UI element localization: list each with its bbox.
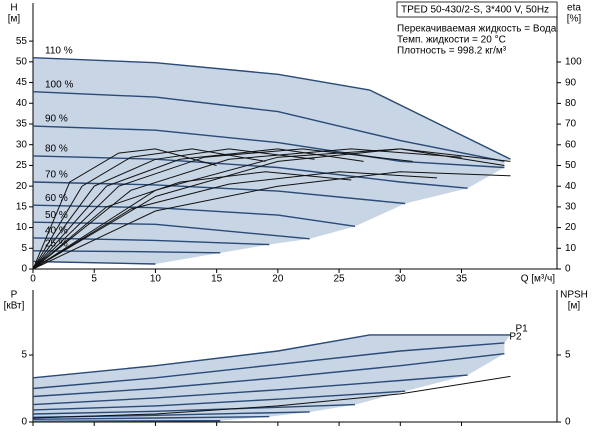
x-tick-label: 0: [30, 274, 36, 285]
curve-label: P2: [509, 332, 522, 343]
y-axis-unit: [м]: [8, 14, 21, 25]
primary-curve: [32, 403, 356, 415]
y2-tick-label: 60: [565, 139, 577, 150]
y2-tick-label: 70: [565, 119, 577, 130]
y2-tick-label: 0: [565, 417, 571, 428]
y-tick-label: 20: [16, 181, 28, 192]
y2-axis-label: eta: [567, 3, 581, 14]
speed-label: 60 %: [45, 193, 68, 204]
primary-curve: [32, 353, 505, 398]
x-tick-label: 20: [272, 274, 284, 285]
speed-label: 70 %: [45, 170, 68, 181]
y2-tick-label: 40: [565, 181, 577, 192]
y-tick-label: 30: [16, 139, 28, 150]
y-tick-label: 10: [16, 222, 28, 233]
x-tick-label: 15: [211, 274, 223, 285]
y2-axis-unit: [м]: [568, 301, 581, 312]
y-tick-label: 45: [16, 77, 28, 88]
speed-label: 100 %: [45, 79, 73, 90]
x-tick-label: 35: [456, 274, 468, 285]
speed-label: 110 %: [45, 45, 73, 56]
secondary-curve: [32, 171, 511, 270]
y-tick-label: 40: [16, 98, 28, 109]
speed-label: 50 %: [45, 210, 68, 221]
y-tick-label: 5: [21, 243, 27, 254]
y-tick-label: 55: [16, 36, 28, 47]
secondary-curve: [32, 148, 511, 270]
primary-curve: [32, 374, 468, 406]
y2-axis-label: NPSH: [560, 290, 588, 301]
y2-tick-label: 50: [565, 160, 577, 171]
y-tick-label: 35: [16, 119, 28, 130]
y-axis-label: P: [11, 290, 18, 301]
y2-tick-label: 100: [565, 57, 582, 68]
speed-label: 80 %: [45, 144, 68, 155]
info-box: [396, 1, 558, 18]
y-tick-label: 0: [21, 264, 27, 275]
secondary-curve: [32, 148, 266, 270]
speed-label: 25 %: [45, 238, 68, 249]
speed-label: 90 %: [45, 114, 68, 125]
annotation: Плотность = 998.2 кг/м³: [397, 46, 507, 57]
secondary-curve: [32, 148, 364, 270]
x-axis-label: Q [м³/ч]: [521, 274, 556, 285]
x-tick-label: 25: [334, 274, 346, 285]
primary-curve: [32, 237, 270, 246]
secondary-curve: [32, 375, 511, 419]
primary-curve: [32, 250, 221, 254]
chart-title: TPED 50-430/2-S, 3*400 V, 50Hz: [401, 5, 549, 16]
primary-curve: [32, 390, 406, 411]
primary-curve: [32, 342, 505, 390]
y-tick-label: 50: [16, 56, 28, 67]
primary-curve: [32, 57, 511, 160]
y2-tick-label: 5: [565, 350, 571, 361]
y-axis-unit: [кВт]: [4, 301, 25, 312]
secondary-curve: [32, 148, 505, 270]
primary-curve: [32, 204, 356, 227]
x-tick-label: 30: [395, 274, 407, 285]
x-tick-label: 5: [91, 274, 97, 285]
speed-label: 40 %: [45, 226, 68, 237]
x-tick-label: 10: [150, 274, 162, 285]
y2-tick-label: 20: [565, 222, 577, 233]
y-tick-label: 25: [16, 160, 28, 171]
y-tick-label: 15: [16, 201, 28, 212]
annotation: Темп. жидкости = 20 °C: [397, 35, 506, 46]
y2-tick-label: 0: [565, 264, 571, 275]
primary-curve: [32, 125, 505, 169]
y2-tick-label: 80: [565, 98, 577, 109]
y2-tick-label: 10: [565, 243, 577, 254]
y2-tick-label: 30: [565, 202, 577, 213]
curve-label: P1: [515, 324, 528, 335]
secondary-curve: [32, 148, 217, 270]
primary-curve: [32, 91, 505, 162]
primary-curve: [32, 260, 156, 265]
primary-curve: [32, 415, 270, 420]
y2-tick-label: 90: [565, 77, 577, 88]
primary-curve: [32, 334, 511, 379]
secondary-curve: [32, 148, 315, 270]
y-axis-label: H: [10, 3, 17, 14]
secondary-curve: [32, 171, 438, 270]
y2-axis-unit: [%]: [567, 14, 582, 25]
annotation: Перекачиваемая жидкость = Вода: [397, 24, 557, 35]
y-tick-label: 5: [21, 350, 27, 361]
primary-curve: [32, 420, 221, 422]
primary-curve: [32, 181, 406, 205]
y-tick-label: 0: [21, 417, 27, 428]
secondary-curve: [32, 171, 352, 270]
secondary-curve: [32, 148, 462, 270]
primary-curve: [32, 155, 468, 189]
